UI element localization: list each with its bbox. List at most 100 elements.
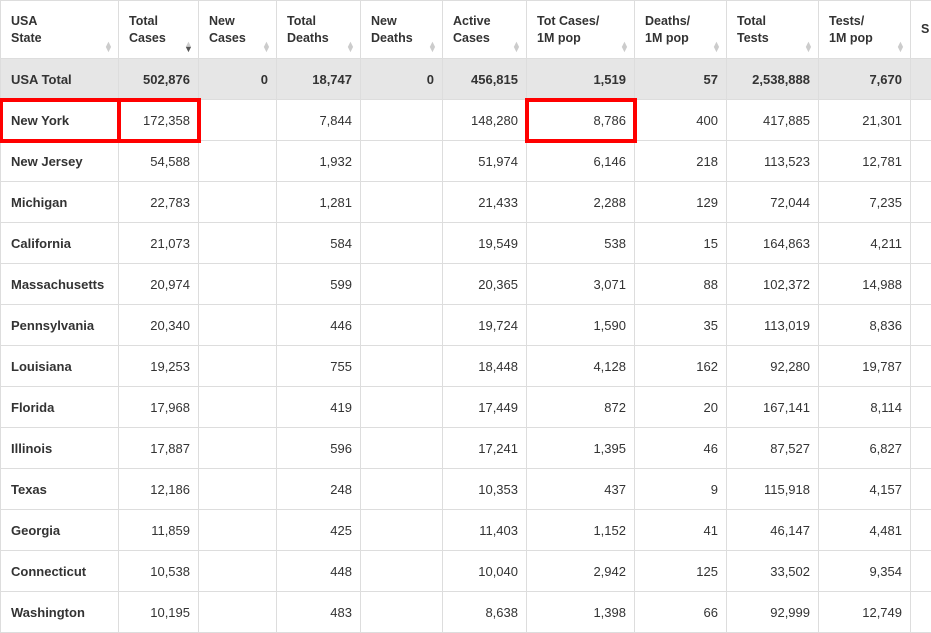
value-cell: 596 [277,428,361,469]
header-label-l1: Tot Cases/ [537,13,626,29]
value-cell [361,100,443,141]
value-cell [199,346,277,387]
value-cell: 115,918 [727,469,819,510]
table-row: California21,07358419,54953815164,8634,2… [1,223,931,264]
col-header-7[interactable]: Deaths/1M pop▲▼ [635,1,727,59]
value-cell: 4,128 [527,346,635,387]
value-cell: 1,395 [527,428,635,469]
value-cell: 113,019 [727,305,819,346]
value-cell: 172,358 [119,100,199,141]
value-cell: 17,968 [119,387,199,428]
value-cell: 4,481 [819,510,911,551]
col-header-6[interactable]: Tot Cases/1M pop▲▼ [527,1,635,59]
value-cell: 456,815 [443,59,527,100]
value-cell: 1,398 [527,592,635,633]
col-header-5[interactable]: ActiveCases▲▼ [443,1,527,59]
value-cell: 11,403 [443,510,527,551]
value-cell [199,264,277,305]
value-cell: 446 [277,305,361,346]
value-cell [361,305,443,346]
col-header-8[interactable]: TotalTests▲▼ [727,1,819,59]
value-cell: 20,974 [119,264,199,305]
value-cell: 425 [277,510,361,551]
table-row: Michigan22,7831,28121,4332,28812972,0447… [1,182,931,223]
header-label-l2: Tests [737,30,810,46]
value-cell: 502,876 [119,59,199,100]
state-cell: Michigan [1,182,119,223]
header-label-l1: Total [287,13,352,29]
table-row: Pennsylvania20,34044619,7241,59035113,01… [1,305,931,346]
header-label-l1: New [371,13,434,29]
col-header-3[interactable]: TotalDeaths▲▼ [277,1,361,59]
table-row: Texas12,18624810,3534379115,9184,157 [1,469,931,510]
table-row: Georgia11,85942511,4031,1524146,1474,481 [1,510,931,551]
col-header-9[interactable]: Tests/1M pop▲▼ [819,1,911,59]
state-cell: New York [1,100,119,141]
value-cell [199,592,277,633]
header-label-l2: Cases [209,30,268,46]
value-cell [199,182,277,223]
value-cell: 6,146 [527,141,635,182]
sort-icon[interactable]: ▲▼ [512,42,522,52]
state-cell: Pennsylvania [1,305,119,346]
header-label-l1: New [209,13,268,29]
col-header-2[interactable]: NewCases▲▼ [199,1,277,59]
value-cell: 538 [527,223,635,264]
value-cell: 12,781 [819,141,911,182]
state-cell: California [1,223,119,264]
value-cell [911,223,931,264]
state-cell: USA Total [1,59,119,100]
value-cell [199,428,277,469]
value-cell: 17,887 [119,428,199,469]
value-cell: 72,044 [727,182,819,223]
value-cell: 12,186 [119,469,199,510]
value-cell: 11,859 [119,510,199,551]
sort-icon[interactable]: ▲▼ [620,42,630,52]
header-label-l2: 1M pop [537,30,626,46]
header-label-l1: Total [129,13,190,29]
value-cell: 88 [635,264,727,305]
sort-icon[interactable]: ▲▼ [346,42,356,52]
value-cell: 20,340 [119,305,199,346]
sort-icon[interactable]: ▲▼ [896,42,906,52]
sort-icon[interactable]: ▲▼ [184,42,194,52]
value-cell: 10,353 [443,469,527,510]
value-cell [911,264,931,305]
sort-icon[interactable]: ▲▼ [712,42,722,52]
col-header-4[interactable]: NewDeaths▲▼ [361,1,443,59]
value-cell [911,100,931,141]
value-cell: 46,147 [727,510,819,551]
value-cell: 20 [635,387,727,428]
col-header-0[interactable]: USAState▲▼ [1,1,119,59]
states-table: USAState▲▼TotalCases▲▼NewCases▲▼TotalDea… [0,0,931,633]
value-cell: 10,538 [119,551,199,592]
value-cell: 18,747 [277,59,361,100]
value-cell: 19,787 [819,346,911,387]
value-cell: 21,433 [443,182,527,223]
value-cell: 102,372 [727,264,819,305]
value-cell [361,469,443,510]
value-cell: 21,301 [819,100,911,141]
value-cell: 218 [635,141,727,182]
value-cell: 129 [635,182,727,223]
value-cell: 21,073 [119,223,199,264]
sort-icon[interactable]: ▲▼ [804,42,814,52]
sort-icon[interactable]: ▲▼ [262,42,272,52]
col-header-10[interactable]: S [911,1,931,59]
table-row: Louisiana19,25375518,4484,12816292,28019… [1,346,931,387]
state-cell: Connecticut [1,551,119,592]
value-cell: 12,749 [819,592,911,633]
sort-icon[interactable]: ▲▼ [104,42,114,52]
table-row: New Jersey54,5881,93251,9746,146218113,5… [1,141,931,182]
value-cell: 7,670 [819,59,911,100]
value-cell: 7,844 [277,100,361,141]
value-cell [911,387,931,428]
value-cell: 3,071 [527,264,635,305]
value-cell: 599 [277,264,361,305]
col-header-1[interactable]: TotalCases▲▼ [119,1,199,59]
value-cell [199,510,277,551]
sort-icon[interactable]: ▲▼ [428,42,438,52]
state-cell: Georgia [1,510,119,551]
value-cell: 2,942 [527,551,635,592]
header-label-l1: Tests/ [829,13,902,29]
